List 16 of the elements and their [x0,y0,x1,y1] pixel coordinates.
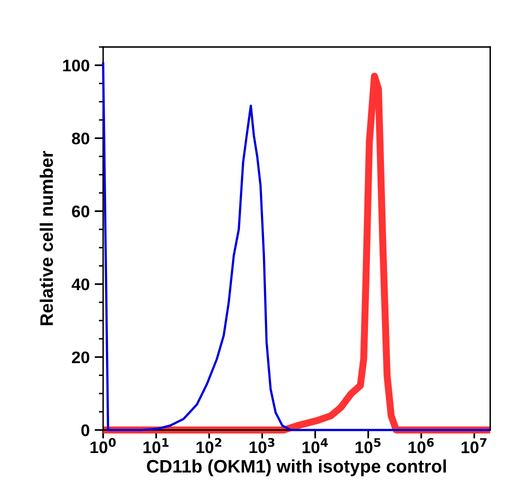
y-tick-label: 80 [72,132,90,144]
x-tick-label: 10$^{4}$ [302,438,328,454]
x-tick-label: 10$^{2}$ [196,438,222,454]
x-tick-label: 10$^{3}$ [250,438,274,454]
x-axis-title: CD11b (OKM1) with isotype control [146,459,446,476]
y-tick-label: 40 [72,278,90,290]
y-axis-title: Relative cell number [40,150,53,326]
x-tick-label: 10$^{7}$ [462,438,486,454]
x-tick-label: 10$^{0}$ [90,438,116,454]
y-tick-label: 100 [63,60,90,72]
y-tick-label: 0 [81,424,90,436]
x-tick-label: 10$^{5}$ [356,438,381,454]
y-tick-label: 60 [72,206,90,218]
y-tick-label: 20 [72,351,90,364]
x-tick-label: 10$^{1}$ [144,438,168,454]
x-tick-label: 10$^{6}$ [408,438,434,454]
